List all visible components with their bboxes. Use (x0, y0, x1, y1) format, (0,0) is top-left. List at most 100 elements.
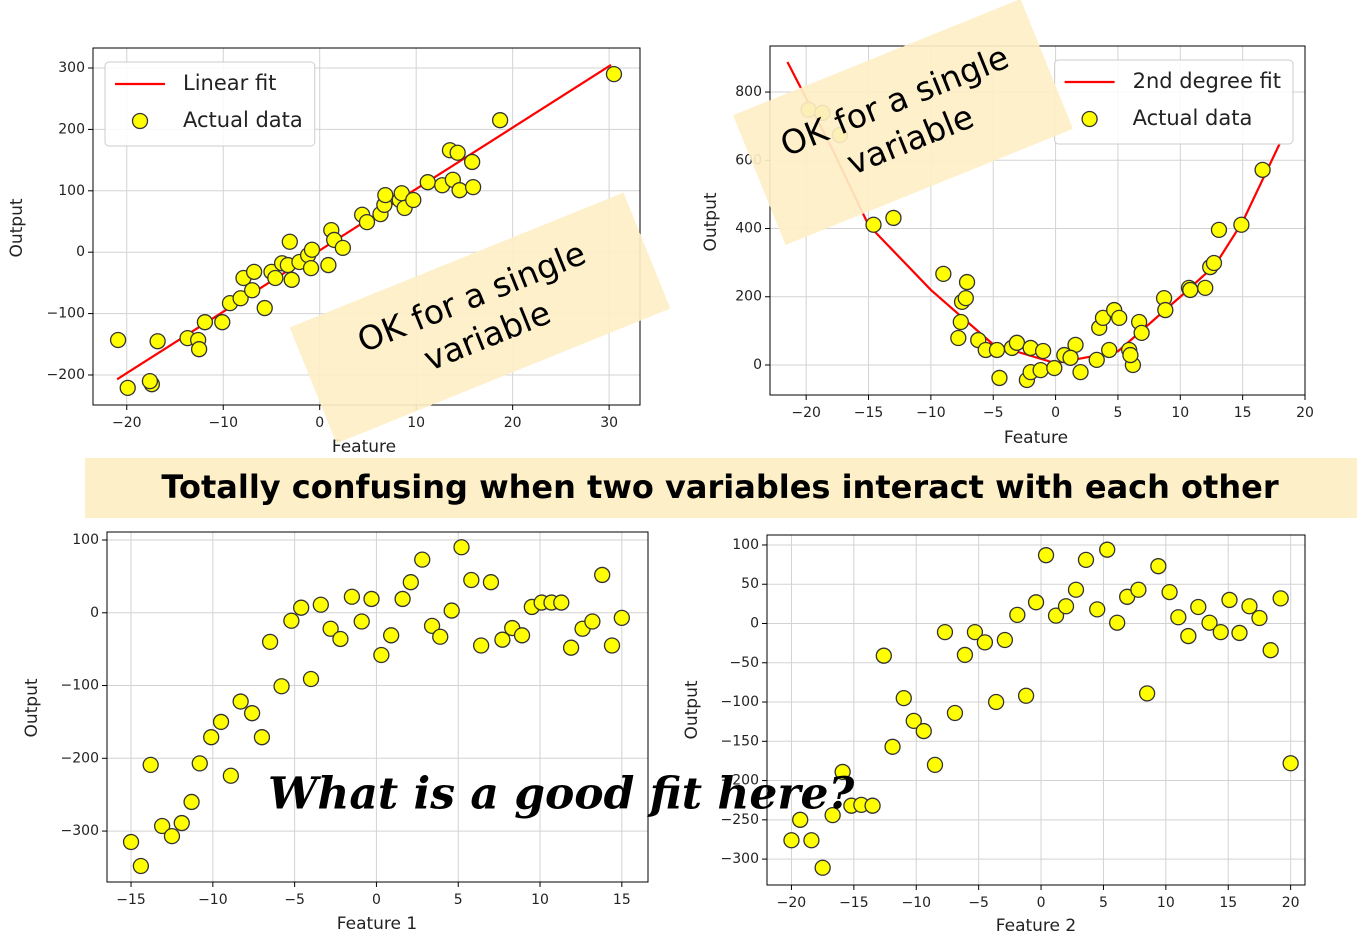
x-tick-label: 20 (1296, 405, 1314, 421)
y-tick-label: −300 (721, 851, 759, 867)
x-tick-label: 10 (531, 892, 549, 908)
data-point (1182, 281, 1199, 299)
data-point (1089, 601, 1106, 618)
data-point (1180, 627, 1197, 645)
data-point (1212, 623, 1229, 641)
x-tick-label: −20 (112, 415, 142, 431)
chart: −20 −15 −10 −5 0 5 10 15 20−300−250−200−150−100−… (682, 534, 1306, 936)
data-point (885, 209, 902, 227)
data-point (1077, 551, 1095, 569)
data-point (1072, 363, 1089, 381)
data-point (423, 617, 441, 635)
data-point (895, 689, 912, 707)
data-point (1047, 607, 1065, 624)
data-point (363, 590, 380, 608)
y-tick-label: −50 (729, 655, 759, 671)
data-point (273, 678, 290, 695)
y-tick-label: −100 (721, 694, 759, 710)
x-tick-label: 15 (613, 892, 631, 908)
x-tick-label: −10 (916, 405, 946, 421)
x-tick-label: 10 (407, 415, 425, 431)
x-tick-label: 10 (1171, 405, 1189, 421)
y-tick-label: 0 (750, 616, 759, 632)
plot-area (767, 535, 1305, 885)
data-point (1008, 334, 1026, 351)
data-point (377, 186, 394, 204)
data-point (373, 646, 390, 664)
data-point (1017, 687, 1035, 704)
data-point (214, 314, 231, 331)
data-point (1170, 609, 1187, 626)
data-point (109, 331, 127, 349)
data-point (1197, 279, 1214, 297)
y-axis-label: Output (7, 198, 27, 257)
x-tick-label: 5 (454, 892, 463, 908)
x-tick-label: −20 (777, 895, 807, 911)
data-point (190, 341, 208, 358)
y-tick-label: 0 (753, 357, 762, 373)
data-point (1122, 346, 1139, 364)
data-point (383, 627, 400, 644)
data-point (196, 314, 214, 331)
y-tick-label: 200 (735, 289, 762, 305)
y-tick-label: 100 (58, 183, 85, 199)
x-tick-label: −15 (116, 892, 146, 908)
data-point (203, 729, 220, 746)
annotation-box (289, 192, 671, 444)
data-point (432, 628, 449, 645)
data-point (1150, 558, 1167, 575)
data-point (594, 566, 611, 584)
data-point (584, 613, 601, 630)
data-point (1272, 590, 1289, 607)
data-point (302, 670, 320, 688)
y-tick-label: 400 (735, 221, 762, 237)
data-point (464, 178, 482, 196)
data-point (562, 639, 580, 656)
x-axis-label: Feature 2 (996, 916, 1076, 936)
x-tick-label: 20 (1282, 895, 1300, 911)
data-point (1231, 624, 1248, 642)
data-point (814, 859, 831, 876)
data-point (957, 289, 974, 307)
data-point (1262, 642, 1279, 659)
axes-frame (106, 531, 649, 883)
data-point (603, 637, 621, 654)
data-point (141, 372, 159, 390)
data-point (267, 269, 284, 287)
data-point (283, 271, 300, 288)
x-tick-label: 0 (1037, 895, 1046, 911)
data-point (834, 763, 851, 781)
data-point (281, 233, 298, 250)
data-point (1101, 341, 1118, 359)
data-point (472, 637, 490, 654)
data-point (1254, 161, 1271, 178)
y-tick-label: −200 (721, 773, 759, 789)
legend: 2nd degree fit Actual data (1054, 59, 1294, 145)
x-tick-label: 15 (1219, 895, 1237, 911)
chart: −15 −10 −5 0 5 10 15 −300 −200 −100 0 100 Feature 1 O… (22, 531, 649, 934)
x-tick-label: 15 (1234, 405, 1252, 421)
legend-swatch (1081, 110, 1098, 128)
data-point (449, 144, 466, 161)
x-tick-label: 5 (1113, 405, 1122, 421)
data-point (453, 539, 470, 556)
y-tick-label: −150 (721, 733, 759, 749)
y-tick-label: −100 (47, 306, 85, 322)
data-point (956, 646, 974, 664)
data-point (353, 613, 370, 630)
data-point (402, 574, 419, 591)
x-tick-label: 30 (600, 415, 618, 431)
data-point (1133, 324, 1150, 342)
x-tick-label: 0 (372, 892, 381, 908)
x-tick-label: −5 (983, 405, 1004, 421)
data-point (966, 623, 984, 641)
data-point (419, 174, 436, 191)
data-point (1057, 598, 1075, 615)
data-point (613, 609, 630, 627)
data-point (884, 738, 901, 755)
y-axis-label: Output (22, 678, 42, 737)
data-point (191, 755, 208, 772)
data-point (991, 369, 1008, 387)
